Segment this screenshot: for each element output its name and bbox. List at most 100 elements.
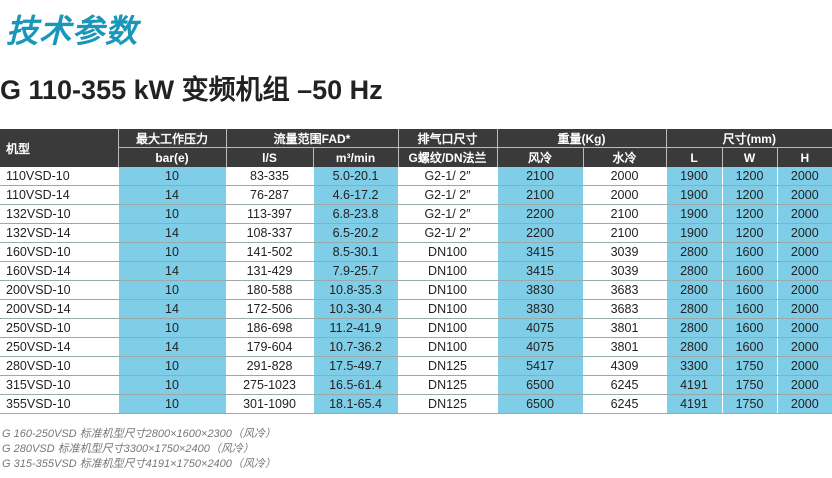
cell-pressure: 10 [117, 394, 226, 414]
cell-fad-ls: 113-397 [225, 204, 313, 224]
cell-weight-water: 3683 [582, 280, 667, 300]
table-row: 132VSD-10 10 113-397 6.8-23.8 G2-1/ 2″ 2200 21… [0, 204, 832, 224]
cell-pressure: 14 [117, 223, 226, 243]
cell-fad-ls: 83-335 [225, 167, 313, 186]
cell-weight-air: 2100 [496, 185, 584, 205]
cell-model: 132VSD-10 [0, 204, 118, 224]
header-dimensions: 尺寸(mm) [665, 129, 832, 148]
table-row: 110VSD-10 10 83-335 5.0-20.1 G2-1/ 2″ 2100 200… [0, 167, 832, 186]
cell-pressure: 14 [117, 337, 226, 357]
cell-weight-water: 3039 [582, 242, 667, 262]
footnote: G 315-355VSD 标准机型尺寸4191×1750×2400（风冷） [2, 458, 276, 470]
table-row: 160VSD-14 14 131-429 7.9-25.7 DN100 3415 3039 2… [0, 261, 832, 281]
cell-fad-ls: 301-1090 [225, 394, 313, 414]
cell-fad-m3: 16.5-61.4 [312, 375, 399, 395]
cell-fad-ls: 172-506 [225, 299, 313, 319]
cell-length: 2800 [665, 318, 723, 338]
header-width: W [721, 147, 778, 167]
cell-weight-water: 2000 [582, 185, 667, 205]
cell-model: 110VSD-10 [0, 167, 118, 186]
cell-model: 160VSD-10 [0, 242, 118, 262]
footnote: G 280VSD 标准机型尺寸3300×1750×2400（风冷） [2, 443, 254, 455]
cell-height: 2000 [776, 337, 832, 357]
cell-weight-water: 3801 [582, 318, 667, 338]
cell-height: 2000 [776, 318, 832, 338]
cell-weight-water: 2000 [582, 167, 667, 186]
cell-weight-air: 2200 [496, 223, 584, 243]
cell-length: 4191 [665, 394, 723, 414]
cell-outlet: DN100 [397, 318, 498, 338]
cell-weight-water: 3039 [582, 261, 667, 281]
header-water-cooled: 水冷 [582, 147, 667, 167]
cell-height: 2000 [776, 356, 832, 376]
cell-height: 2000 [776, 185, 832, 205]
cell-fad-m3: 8.5-30.1 [312, 242, 399, 262]
table-row: 110VSD-14 14 76-287 4.6-17.2 G2-1/ 2″ 2100 200… [0, 185, 832, 205]
cell-fad-ls: 186-698 [225, 318, 313, 338]
cell-outlet: DN100 [397, 280, 498, 300]
cell-outlet: DN100 [397, 299, 498, 319]
header-row-2: bar(e) l/S m³/min G螺纹/DN法兰 风冷 水冷 L W H [0, 147, 832, 167]
cell-fad-m3: 17.5-49.7 [312, 356, 399, 376]
cell-fad-m3: 18.1-65.4 [312, 394, 399, 414]
cell-width: 1200 [721, 167, 778, 186]
cell-width: 1200 [721, 223, 778, 243]
cell-fad-ls: 180-588 [225, 280, 313, 300]
cell-fad-m3: 10.3-30.4 [312, 299, 399, 319]
cell-pressure: 10 [117, 375, 226, 395]
header-row-1: 机型 最大工作压力 流量范围FAD* 排气口尺寸 重量(Kg) 尺寸(mm) [0, 129, 832, 167]
cell-fad-ls: 275-1023 [225, 375, 313, 395]
header-fad: 流量范围FAD* [225, 129, 399, 148]
cell-height: 2000 [776, 261, 832, 281]
cell-outlet: G2-1/ 2″ [397, 167, 498, 186]
cell-model: 132VSD-14 [0, 223, 118, 243]
cell-length: 4191 [665, 375, 723, 395]
cell-length: 1900 [665, 223, 723, 243]
cell-length: 2800 [665, 337, 723, 357]
cell-model: 280VSD-10 [0, 356, 118, 376]
cell-length: 3300 [665, 356, 723, 376]
cell-weight-air: 3415 [496, 261, 584, 281]
table-row: 280VSD-10 10 291-828 17.5-49.7 DN125 5417 4309… [0, 356, 832, 376]
header-height: H [776, 147, 832, 167]
header-outlet-type: G螺纹/DN法兰 [397, 147, 498, 167]
cell-height: 2000 [776, 204, 832, 224]
cell-fad-ls: 108-337 [225, 223, 313, 243]
cell-pressure: 14 [117, 185, 226, 205]
cell-model: 200VSD-14 [0, 299, 118, 319]
cell-height: 2000 [776, 167, 832, 186]
cell-pressure: 10 [117, 318, 226, 338]
cell-width: 1600 [721, 261, 778, 281]
cell-fad-m3: 6.8-23.8 [312, 204, 399, 224]
cell-model: 200VSD-10 [0, 280, 118, 300]
cell-fad-m3: 11.2-41.9 [312, 318, 399, 338]
cell-weight-air: 6500 [496, 375, 584, 395]
cell-outlet: G2-1/ 2″ [397, 223, 498, 243]
header-length: L [665, 147, 723, 167]
cell-model: 110VSD-14 [0, 185, 118, 205]
cell-width: 1600 [721, 299, 778, 319]
header-fad-m3: m³/min [312, 147, 399, 167]
cell-pressure: 10 [117, 204, 226, 224]
cell-height: 2000 [776, 242, 832, 262]
cell-width: 1200 [721, 204, 778, 224]
cell-outlet: DN125 [397, 356, 498, 376]
cell-length: 2800 [665, 242, 723, 262]
cell-length: 2800 [665, 261, 723, 281]
cell-outlet: DN125 [397, 394, 498, 414]
header-pressure: 最大工作压力 [117, 129, 226, 148]
cell-weight-water: 4309 [582, 356, 667, 376]
table-row: 160VSD-10 10 141-502 8.5-30.1 DN100 3415 3039 2… [0, 242, 832, 262]
cell-weight-air: 3415 [496, 242, 584, 262]
table-row: 250VSD-10 10 186-698 11.2-41.9 DN100 4075 3801… [0, 318, 832, 338]
cell-fad-m3: 10.8-35.3 [312, 280, 399, 300]
cell-width: 1750 [721, 356, 778, 376]
table-row: 132VSD-14 14 108-337 6.5-20.2 G2-1/ 2″ 2200 21… [0, 223, 832, 243]
table-row: 250VSD-14 14 179-604 10.7-36.2 DN100 4075 3801… [0, 337, 832, 357]
table-row: 200VSD-10 10 180-588 10.8-35.3 DN100 3830 3683… [0, 280, 832, 300]
header-pressure-unit: bar(e) [117, 147, 226, 167]
table-row: 200VSD-14 14 172-506 10.3-30.4 DN100 3830 3683… [0, 299, 832, 319]
cell-length: 1900 [665, 167, 723, 186]
cell-pressure: 14 [117, 261, 226, 281]
cell-height: 2000 [776, 280, 832, 300]
